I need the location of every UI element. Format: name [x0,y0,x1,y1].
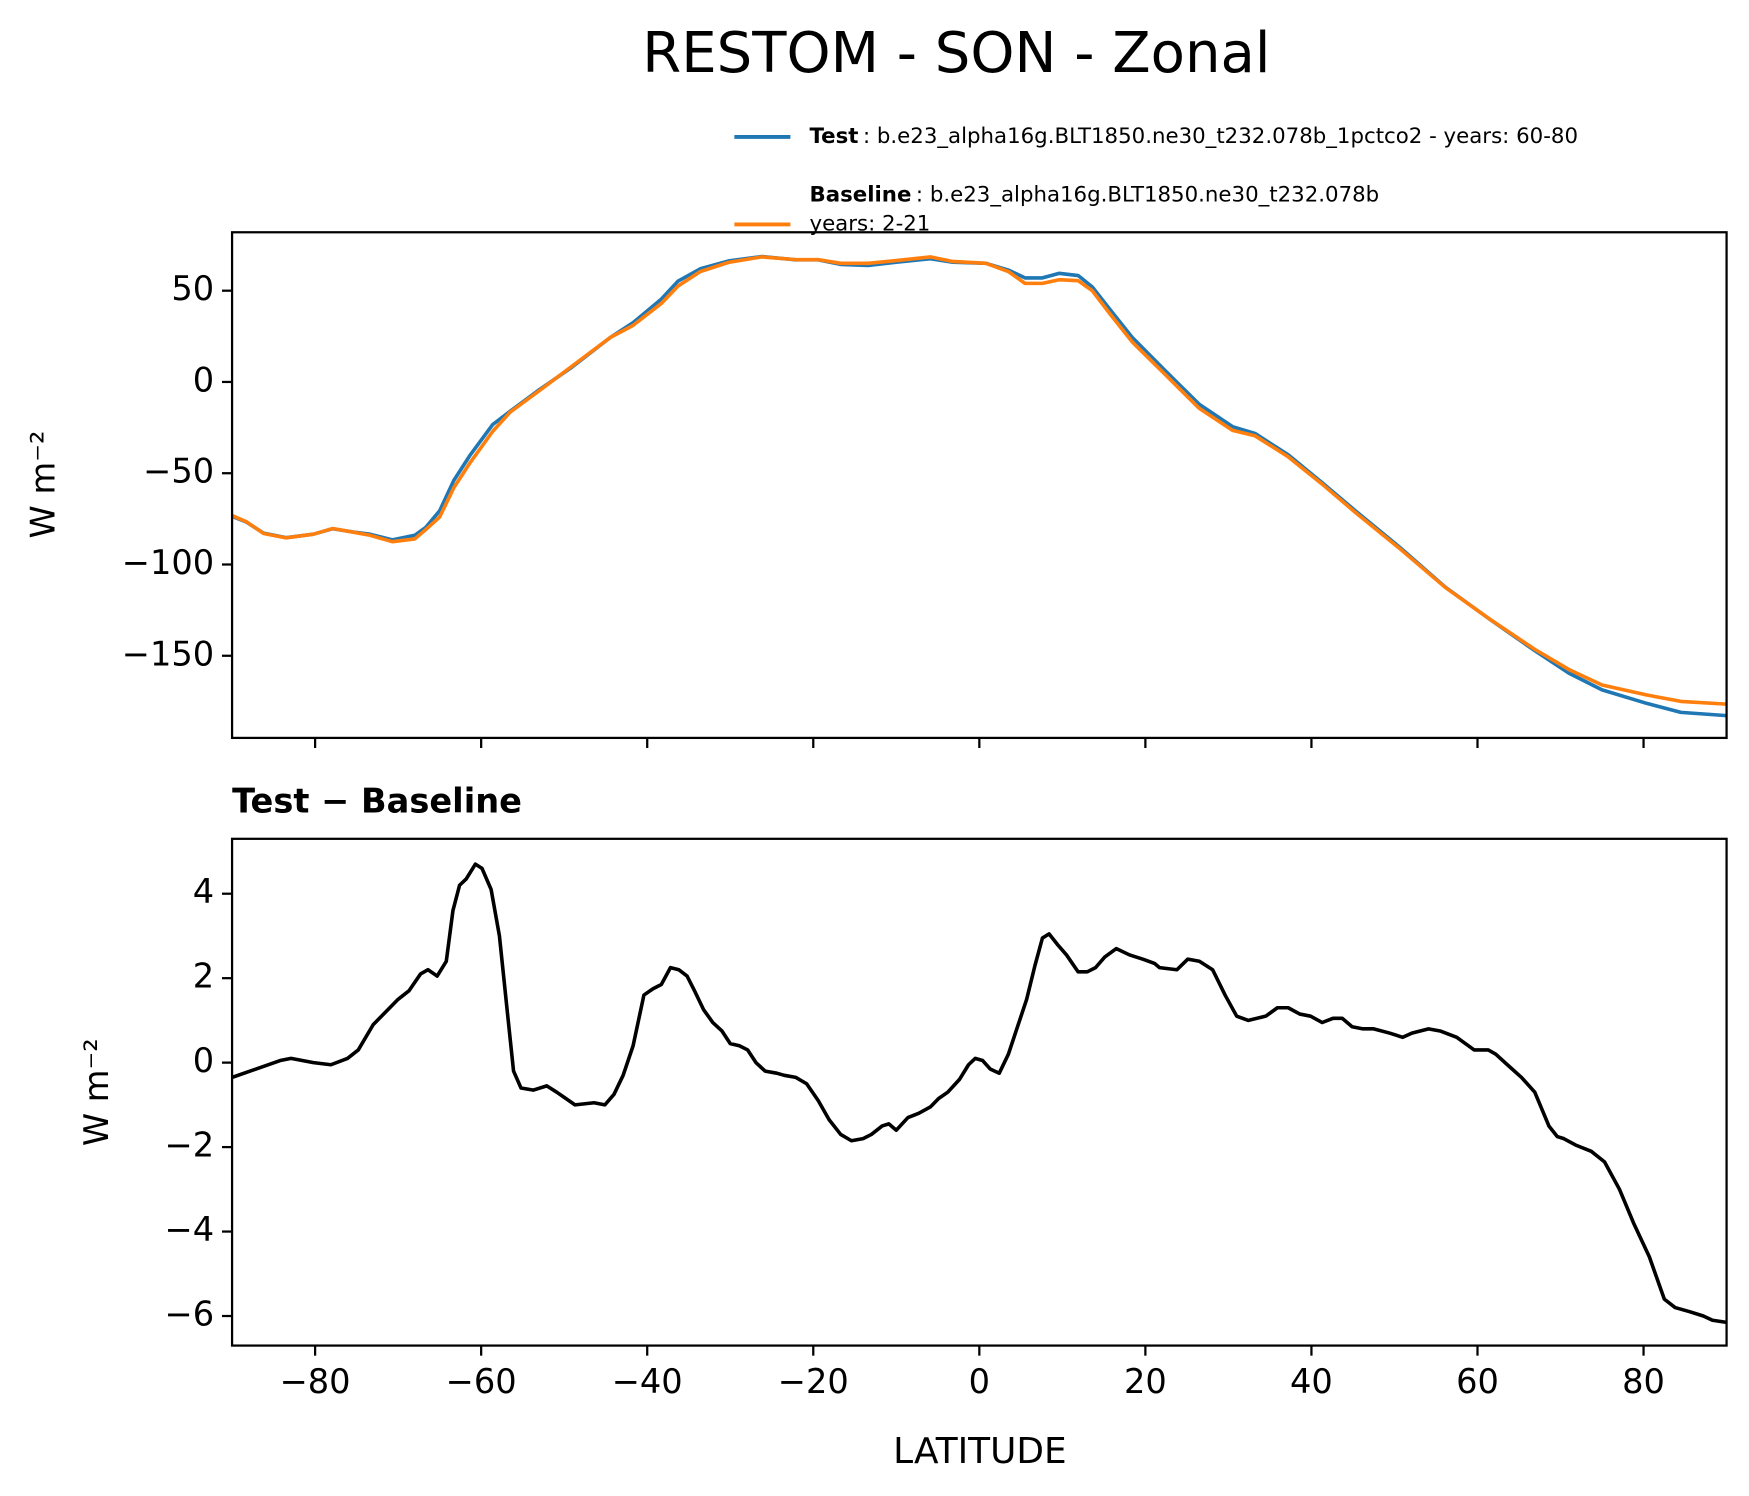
x-tick-label: 40 [1290,1362,1333,1401]
legend-description: : b.e23_alpha16g.BLT1850.ne30_t232.078b [916,182,1379,207]
x-axis-label: LATITUDE [893,1431,1066,1472]
x-tick-label: 0 [969,1362,990,1401]
x-tick-label: −60 [446,1362,517,1401]
x-tick-label: 80 [1622,1362,1665,1401]
y-tick-label: 0 [193,1041,214,1080]
series-line [232,255,1727,706]
legend-description: years: 2-21 [809,211,930,236]
y-tick-label: −2 [165,1126,215,1165]
y-tick-label: 0 [193,360,214,399]
plot-area [232,862,1727,1325]
subplot-title: Test − Baseline [232,781,522,820]
legend-description: : b.e23_alpha16g.BLT1850.ne30_t232.078b_… [863,124,1578,149]
y-axis-label: W m⁻² [77,1038,116,1146]
chart-title: RESTOM - SON - Zonal [642,21,1270,86]
y-tick-label: 2 [193,957,214,996]
series-line [232,862,1727,1325]
y-axis-label: W m⁻² [23,431,62,539]
x-tick-label: 20 [1124,1362,1167,1401]
x-tick-label: −40 [612,1362,683,1401]
x-tick-label: −80 [280,1362,351,1401]
y-tick-label: 50 [171,269,214,308]
axes-frame [230,837,1728,1347]
legend-label: Baseline [809,182,911,207]
y-tick-label: −50 [143,452,214,491]
y-tick-label: −4 [165,1210,215,1249]
y-tick-label: −6 [165,1295,215,1334]
legend-label: Test [809,124,858,149]
y-tick-label: 4 [193,872,214,911]
x-tick-label: 60 [1456,1362,1499,1401]
x-tick-label: −20 [778,1362,849,1401]
plot-area [232,254,1727,718]
y-tick-label: −150 [122,634,214,673]
y-tick-label: −100 [122,543,214,582]
